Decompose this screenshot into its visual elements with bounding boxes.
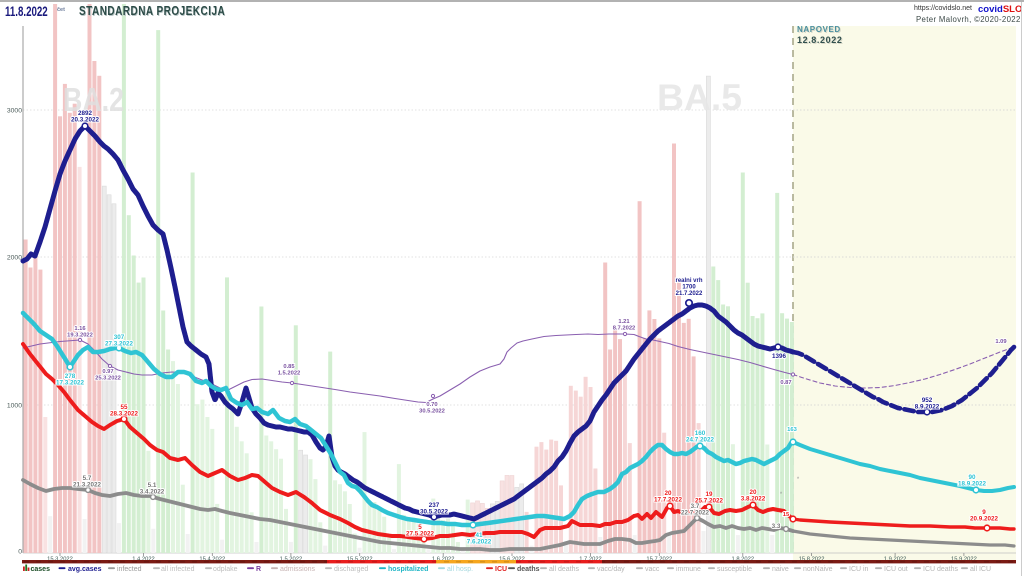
svg-text:avg.cases: avg.cases (68, 566, 102, 573)
svg-text:*: * (780, 492, 783, 498)
svg-text:vacc: vacc (645, 566, 660, 573)
svg-text:ICU out: ICU out (884, 566, 908, 573)
svg-text:ICU deaths: ICU deaths (923, 566, 959, 573)
svg-text:90: 90 (968, 474, 976, 481)
svg-text:1.21: 1.21 (618, 319, 630, 325)
svg-text:3000: 3000 (7, 107, 22, 114)
svg-text:1.8.2022: 1.8.2022 (732, 557, 755, 563)
svg-text:0.85: 0.85 (283, 364, 295, 370)
svg-text:1.5.2022: 1.5.2022 (280, 557, 303, 563)
svg-text:1700: 1700 (682, 285, 696, 291)
svg-text:24.7.2022: 24.7.2022 (686, 437, 715, 444)
svg-text:28.3.2022: 28.3.2022 (110, 411, 139, 418)
svg-text:15.7.2022: 15.7.2022 (646, 557, 672, 563)
svg-text:8.7.2022: 8.7.2022 (613, 326, 636, 332)
svg-text:odplake: odplake (213, 566, 238, 573)
svg-text:R: R (256, 566, 261, 573)
svg-text:30.5.2022: 30.5.2022 (419, 409, 445, 415)
svg-text:BA.5: BA.5 (657, 77, 742, 118)
svg-text:0: 0 (18, 548, 22, 555)
svg-text:20: 20 (664, 490, 672, 497)
svg-text:21.3.2022: 21.3.2022 (73, 482, 102, 489)
svg-text:5.7: 5.7 (83, 475, 92, 482)
svg-text:ICU: ICU (495, 566, 507, 573)
svg-text:952: 952 (922, 397, 933, 404)
svg-text:15.9.2022: 15.9.2022 (951, 557, 977, 563)
svg-text:deaths: deaths (517, 566, 540, 573)
svg-text:all infected: all infected (161, 566, 195, 573)
svg-text:278: 278 (65, 373, 76, 380)
svg-text:hospitalized: hospitalized (388, 566, 428, 573)
svg-text:237: 237 (429, 502, 440, 509)
svg-text:15.3.2022: 15.3.2022 (47, 557, 73, 563)
svg-text:15.8.2022: 15.8.2022 (799, 557, 825, 563)
svg-text:ICU in: ICU in (849, 566, 869, 573)
svg-text:1.6.2022: 1.6.2022 (432, 557, 455, 563)
svg-text:5.1: 5.1 (148, 482, 157, 489)
svg-text:27.5.2022: 27.5.2022 (406, 531, 435, 538)
svg-text:20: 20 (749, 489, 757, 496)
svg-text:nonNaive: nonNaive (803, 566, 833, 573)
svg-text:1.16: 1.16 (74, 326, 86, 332)
svg-text:1.5.2022: 1.5.2022 (278, 371, 301, 377)
svg-text:160: 160 (695, 430, 706, 437)
svg-text:17.3.2022: 17.3.2022 (56, 380, 85, 387)
svg-text:21.7.2022: 21.7.2022 (676, 291, 703, 297)
svg-text:22.7.2022: 22.7.2022 (681, 510, 710, 517)
svg-text:infected: infected (117, 566, 142, 573)
svg-text:2892: 2892 (78, 110, 93, 117)
svg-text:3.7: 3.7 (691, 503, 700, 510)
svg-text:BA.2: BA.2 (63, 81, 124, 118)
svg-text:all deaths: all deaths (549, 566, 579, 573)
svg-text:25.7.2022: 25.7.2022 (695, 498, 724, 505)
svg-text:discharged: discharged (334, 566, 368, 573)
svg-text:20.9.2022: 20.9.2022 (970, 516, 999, 523)
svg-text:3.3: 3.3 (772, 523, 781, 530)
svg-text:163: 163 (787, 427, 797, 433)
svg-text:17.7.2022: 17.7.2022 (654, 497, 683, 504)
svg-text:realni vrh: realni vrh (675, 278, 702, 284)
svg-text:9: 9 (982, 509, 986, 516)
svg-text:2000: 2000 (7, 254, 22, 261)
svg-text:vacc/day: vacc/day (597, 566, 625, 573)
svg-text:15.4.2022: 15.4.2022 (199, 557, 225, 563)
svg-text:0.70: 0.70 (426, 402, 437, 408)
svg-text:15.6.2022: 15.6.2022 (499, 557, 525, 563)
svg-text:1.4.2022: 1.4.2022 (132, 557, 155, 563)
svg-text:susceptible: susceptible (717, 566, 752, 573)
svg-text:immune: immune (676, 566, 701, 573)
svg-text:*: * (797, 477, 800, 483)
svg-text:307: 307 (114, 334, 125, 341)
svg-text:20.3.2022: 20.3.2022 (71, 117, 100, 124)
svg-text:1.7.2022: 1.7.2022 (579, 557, 602, 563)
svg-text:admissions: admissions (280, 566, 316, 573)
svg-text:1.09: 1.09 (995, 339, 1007, 345)
svg-text:19: 19 (705, 491, 713, 498)
svg-text:all hosp.: all hosp. (447, 566, 473, 573)
svg-text:19.3.2022: 19.3.2022 (67, 333, 93, 339)
svg-text:5: 5 (418, 524, 422, 531)
svg-text:0.87: 0.87 (780, 380, 791, 386)
svg-text:55: 55 (120, 404, 128, 411)
svg-text:7.6.2022: 7.6.2022 (467, 539, 492, 546)
svg-text:30.5.2022: 30.5.2022 (420, 509, 449, 516)
svg-text:8.9.2022: 8.9.2022 (915, 404, 940, 411)
svg-text:1000: 1000 (7, 402, 22, 409)
svg-text:25.3.2022: 25.3.2022 (95, 376, 121, 382)
svg-text:1.9.2022: 1.9.2022 (884, 557, 907, 563)
svg-text:1396: 1396 (772, 353, 787, 360)
svg-text:0.97: 0.97 (102, 369, 113, 375)
svg-text:15: 15 (783, 512, 790, 518)
svg-text:27.3.2022: 27.3.2022 (105, 341, 134, 348)
svg-text:all ICU: all ICU (970, 566, 991, 573)
svg-text:18.9.2022: 18.9.2022 (958, 481, 987, 488)
svg-text:3.4.2022: 3.4.2022 (140, 489, 165, 496)
svg-text:15.5.2022: 15.5.2022 (347, 557, 373, 563)
svg-text:naive: naive (772, 566, 789, 573)
svg-text:cases: cases (31, 566, 51, 573)
svg-text:41: 41 (475, 532, 483, 539)
svg-text:3.8.2022: 3.8.2022 (741, 496, 766, 503)
